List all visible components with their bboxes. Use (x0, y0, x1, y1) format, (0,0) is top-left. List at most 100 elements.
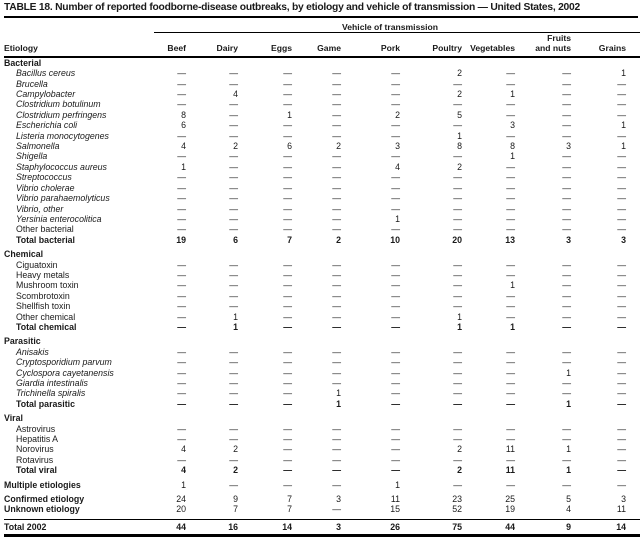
span-header-row: Vehicle of transmission (4, 18, 640, 33)
cell-grains: — (617, 213, 627, 224)
etiology-label: Campylobacter (16, 89, 76, 100)
section-header-bacterial: Bacterial (4, 57, 640, 68)
cell-fruits: — (562, 68, 571, 79)
cell-poultry: — (453, 224, 462, 235)
cell-grains: — (617, 388, 627, 399)
cell-dairy: 9 (233, 494, 238, 505)
cell-fruits: — (562, 109, 571, 120)
cell-game: 2 (336, 234, 341, 245)
cell-poultry: 23 (452, 494, 462, 505)
cell-beef: 1 (181, 479, 186, 490)
cell-pork: 15 (390, 504, 400, 515)
row-unknown-etiology: Unknown etiology 20 7 7 — 15 52 19 4 11 (4, 504, 640, 514)
etiology-label: Ciguatoxin (16, 259, 58, 270)
cell-beef: — (177, 193, 186, 204)
cell-pork: — (391, 388, 400, 399)
etiology-label: Confirmed etiology (4, 494, 85, 505)
cell-pork: — (391, 290, 400, 301)
cell-dairy: — (229, 213, 238, 224)
cell-eggs: — (283, 213, 292, 224)
cell-eggs: — (283, 357, 292, 368)
section-label: Parasitic (4, 336, 41, 347)
cell-game: 1 (336, 388, 341, 399)
cell-fruits: — (562, 130, 571, 141)
cell-eggs: — (283, 130, 292, 141)
cell-eggs: 7 (287, 494, 292, 505)
cell-eggs: — (283, 398, 292, 409)
cell-eggs: — (283, 99, 292, 110)
cell-game: 1 (336, 398, 341, 409)
cell-vegetables: 1 (510, 321, 515, 332)
cell-beef: — (177, 434, 186, 445)
cell-fruits: — (562, 311, 571, 322)
cell-vegetables: — (506, 68, 515, 79)
cell-pork: — (391, 259, 400, 270)
cell-beef: — (177, 321, 186, 332)
cell-beef: — (177, 367, 186, 378)
row-rotavirus: Rotavirus — — — — — — — — — (4, 455, 640, 465)
cell-game: — (332, 161, 341, 172)
cell-grains: — (617, 280, 627, 291)
cell-game: — (332, 434, 341, 445)
cell-vegetables: 19 (505, 504, 515, 515)
cell-eggs: — (283, 367, 292, 378)
cell-poultry: 20 (452, 234, 462, 245)
cell-grains: — (617, 151, 627, 162)
cell-fruits: — (562, 357, 571, 368)
cell-beef: — (177, 388, 186, 399)
cell-game: — (332, 213, 341, 224)
column-header-eggs: Eggs (238, 32, 292, 58)
row-norovirus: Norovirus 4 2— — —2 11 1— (4, 444, 640, 454)
cell-game: — (332, 224, 341, 235)
cell-vegetables: — (506, 479, 515, 490)
cell-fruits: — (562, 434, 571, 445)
etiology-label: Shellfish toxin (16, 301, 71, 312)
cell-vegetables: — (506, 378, 515, 388)
cell-beef: — (177, 89, 186, 100)
cell-beef: — (177, 182, 186, 193)
cell-vegetables: — (506, 224, 515, 235)
cell-vegetables: — (506, 367, 515, 378)
cell-grains: — (617, 423, 627, 434)
row-staphylococcus-aureus: Staphylococcus aureus 1 — — — 4 2 — — — (4, 162, 640, 172)
cell-poultry: — (453, 213, 462, 224)
cell-fruits: — (562, 213, 571, 224)
cell-game: — (332, 311, 341, 322)
cell-fruits: — (562, 193, 571, 204)
cell-beef: — (177, 78, 186, 89)
cell-fruits: 4 (566, 504, 571, 515)
cell-game: — (332, 89, 341, 100)
etiology-label: Total 2002 (4, 518, 154, 537)
cell-fruits: — (562, 161, 571, 172)
etiology-label: Cryptosporidium parvum (16, 357, 112, 368)
cell-poultry: 2 (457, 161, 462, 172)
cell-pork: 1 (395, 479, 400, 490)
cell-poultry: — (453, 269, 462, 280)
cell-pork: — (391, 398, 400, 409)
section-header-viral: Viral (4, 413, 640, 423)
cell-vegetables: — (506, 99, 515, 110)
cell-vegetables: — (506, 388, 515, 399)
cell-fruits: 1 (566, 444, 571, 455)
cell-vegetables: — (506, 109, 515, 120)
cell-fruits: — (562, 479, 571, 490)
cell-game: 3 (336, 494, 341, 505)
cell-game: — (332, 454, 341, 465)
cell-poultry: — (453, 120, 462, 131)
cell-game: — (332, 203, 341, 214)
cell-fruits: — (562, 388, 571, 399)
cell-pork: — (391, 465, 400, 476)
row-astrovirus: Astrovirus — — — — — — — — — (4, 424, 640, 434)
cell-fruits: — (562, 280, 571, 291)
cell-beef: — (177, 346, 186, 357)
etiology-label: Vibrio cholerae (16, 182, 75, 193)
cell-game: — (332, 151, 341, 162)
cell-pork: 1 (395, 213, 400, 224)
cell-dairy: 1 (233, 311, 238, 322)
column-header-grains: Grains (571, 32, 640, 58)
cell-pork: — (391, 172, 400, 183)
row-streptococcus: Streptococcus — — — — — — — — — (4, 172, 640, 182)
cell-fruits: — (562, 290, 571, 301)
cell-game: — (332, 68, 341, 79)
